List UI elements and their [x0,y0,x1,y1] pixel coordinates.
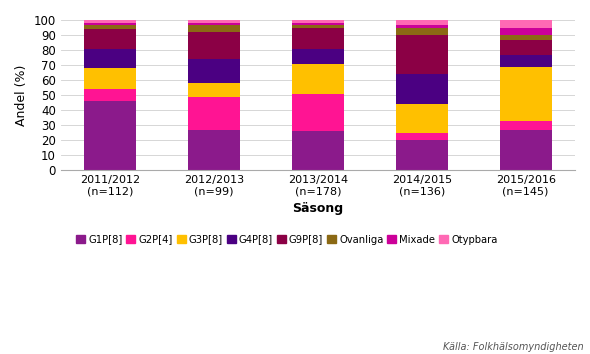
Bar [84,89,136,101]
Bar [500,121,552,130]
Bar [188,83,240,97]
Bar [84,29,136,48]
Bar [84,24,136,29]
Bar [84,23,136,24]
Bar [396,35,448,74]
Bar [188,24,240,32]
Bar [292,23,344,24]
Bar [396,20,448,24]
Bar [84,101,136,170]
Bar [292,48,344,64]
Bar [396,140,448,170]
Bar [396,74,448,104]
Bar [292,94,344,131]
Bar [292,64,344,94]
Bar [188,97,240,130]
Bar [500,67,552,121]
Bar [500,55,552,67]
Bar [396,24,448,28]
Bar [84,68,136,89]
Bar [292,20,344,23]
Bar [292,131,344,170]
Bar [396,104,448,133]
Bar [188,59,240,83]
Bar [84,48,136,68]
Legend: G1P[8], G2P[4], G3P[8], G4P[8], G9P[8], Ovanliga, Mixade, Otypbara: G1P[8], G2P[4], G3P[8], G4P[8], G9P[8], … [74,233,500,246]
Bar [500,28,552,35]
Bar [396,133,448,140]
Bar [500,20,552,28]
Y-axis label: Andel (%): Andel (%) [15,64,28,126]
Bar [188,20,240,23]
X-axis label: Säsong: Säsong [292,202,343,216]
Bar [396,28,448,35]
Bar [500,40,552,55]
Bar [188,130,240,170]
Bar [188,23,240,24]
Bar [188,32,240,59]
Bar [500,130,552,170]
Bar [292,28,344,48]
Bar [292,24,344,28]
Text: Källa: Folkhälsomyndigheten: Källa: Folkhälsomyndigheten [444,342,584,352]
Bar [84,20,136,23]
Bar [500,35,552,40]
